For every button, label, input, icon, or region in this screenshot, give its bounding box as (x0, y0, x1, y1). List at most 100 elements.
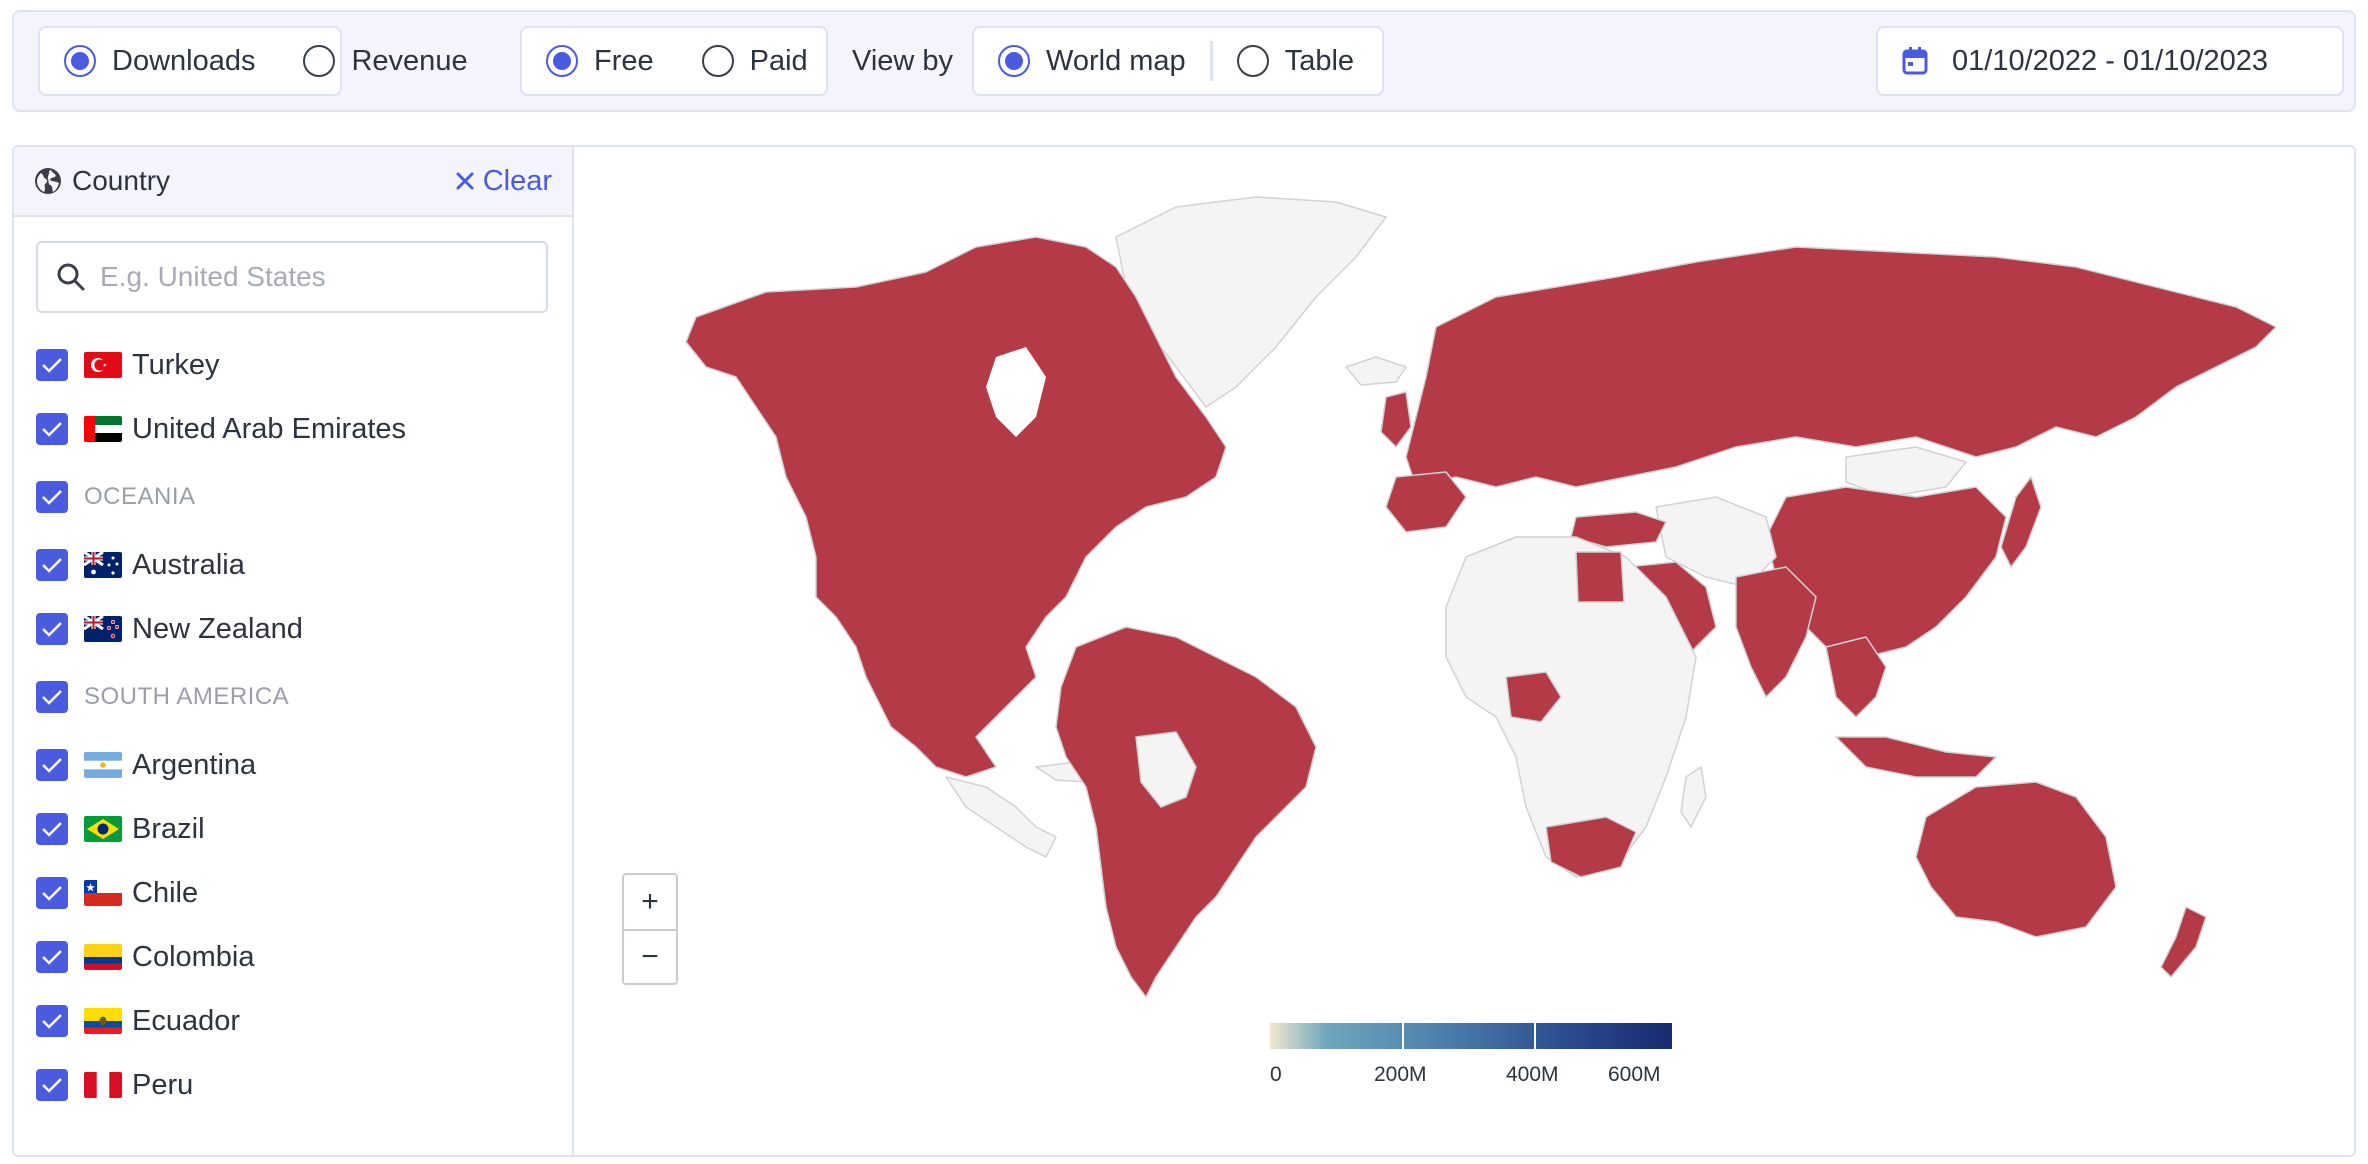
argentina-flag-icon (84, 752, 122, 778)
checkbox[interactable] (36, 1069, 68, 1101)
region-australia[interactable] (1915, 781, 2117, 938)
clear-button[interactable]: Clear (455, 165, 552, 198)
region-iberia[interactable] (1385, 471, 1467, 533)
list-item-new-zealand[interactable]: New Zealand (36, 597, 556, 661)
downloads-option[interactable]: Downloads (40, 28, 279, 94)
map-legend: 0 200M 400M 600M (1270, 1023, 1672, 1093)
checkbox[interactable] (36, 481, 68, 513)
region-nigeria[interactable] (1505, 671, 1562, 723)
country-label: New Zealand (132, 612, 303, 645)
world-map-option[interactable]: World map (974, 28, 1210, 94)
check-icon (42, 358, 62, 373)
date-range-picker[interactable]: 01/10/2022 - 01/10/2023 (1876, 26, 2344, 96)
region-central-america[interactable] (945, 776, 1057, 858)
group-label: OCEANIA (84, 483, 196, 510)
revenue-option[interactable]: Revenue (279, 28, 491, 94)
ecuador-flag-icon (84, 1008, 122, 1034)
check-icon (42, 886, 62, 901)
country-label: Chile (132, 876, 199, 909)
metric-toggle: Downloads Revenue (38, 26, 468, 96)
country-sidebar: Country Clear (14, 147, 574, 1155)
country-search[interactable] (36, 241, 548, 313)
free-radio[interactable] (546, 45, 578, 77)
region-south-america[interactable] (1055, 626, 1317, 998)
table-radio[interactable] (1236, 45, 1269, 77)
check-icon (42, 758, 62, 773)
country-filter-header: Country Clear (14, 147, 572, 217)
region-uk[interactable] (1380, 391, 1412, 448)
colombia-flag-icon (84, 944, 122, 970)
legend-label: 0 (1270, 1063, 1282, 1086)
list-item-australia[interactable]: Australia (36, 533, 556, 597)
checkbox[interactable] (36, 813, 68, 845)
search-input[interactable] (100, 261, 520, 293)
revenue-label: Revenue (351, 44, 468, 77)
table-option[interactable]: Table (1213, 28, 1378, 94)
world-map[interactable] (616, 177, 2316, 1007)
checkbox[interactable] (36, 1005, 68, 1037)
region-new-zealand[interactable] (2160, 906, 2207, 978)
list-item-turkey[interactable]: Turkey (36, 333, 556, 397)
checkbox[interactable] (36, 877, 68, 909)
check-icon (42, 950, 62, 965)
list-item-ecuador[interactable]: Ecuador (36, 989, 556, 1053)
country-filter-title: Country (72, 165, 171, 196)
list-item-brazil[interactable]: Brazil (36, 797, 556, 861)
region-north-america[interactable] (685, 236, 1227, 778)
downloads-radio[interactable] (64, 45, 96, 77)
table-label: Table (1284, 44, 1355, 77)
country-list: Turkey United Arab Emirates OCEANIA (36, 333, 556, 1117)
list-item-peru[interactable]: Peru (36, 1053, 556, 1117)
region-south-africa[interactable] (1545, 816, 1637, 878)
date-range-value: 01/10/2022 - 01/10/2023 (1952, 44, 2269, 77)
list-group-south-america[interactable]: SOUTH AMERICA (36, 661, 556, 733)
checkbox[interactable] (36, 413, 68, 445)
checkbox[interactable] (36, 613, 68, 645)
list-item-uae[interactable]: United Arab Emirates (36, 397, 556, 461)
check-icon (42, 1014, 62, 1029)
list-group-oceania[interactable]: OCEANIA (36, 461, 556, 533)
list-item-chile[interactable]: Chile (36, 861, 556, 925)
legend-tick (1402, 1023, 1404, 1049)
checkbox[interactable] (36, 349, 68, 381)
region-bolivia-paraguay[interactable] (1135, 731, 1197, 808)
filter-bar: Downloads Revenue Free Paid View by Worl… (12, 10, 2356, 112)
region-iceland[interactable] (1345, 356, 1407, 386)
legend-gradient (1270, 1023, 1672, 1049)
paid-option[interactable]: Paid (678, 28, 832, 94)
country-label: Argentina (132, 748, 257, 781)
free-option[interactable]: Free (522, 28, 678, 94)
legend-label: 600M (1608, 1063, 1661, 1086)
checkbox[interactable] (36, 941, 68, 973)
segment-divider (1209, 41, 1213, 81)
checkbox[interactable] (36, 749, 68, 781)
region-india[interactable] (1735, 566, 1817, 698)
region-japan[interactable] (2000, 476, 2042, 568)
region-indonesia[interactable] (1835, 736, 1997, 778)
world-map-radio[interactable] (998, 45, 1030, 77)
turkey-flag-icon (84, 352, 122, 378)
australia-flag-icon (84, 552, 122, 578)
zoom-in-button[interactable]: + (641, 885, 659, 918)
map-area: + − 0 200M 400M 600M (576, 147, 2354, 1155)
region-mongolia[interactable] (1845, 446, 1967, 498)
calendar-icon (1902, 47, 1928, 75)
country-label: Turkey (132, 348, 220, 381)
region-egypt[interactable] (1575, 551, 1625, 603)
legend-tick (1534, 1023, 1536, 1049)
revenue-radio[interactable] (303, 45, 336, 77)
checkbox[interactable] (36, 549, 68, 581)
check-icon (42, 1078, 62, 1093)
paid-radio[interactable] (701, 45, 734, 77)
list-item-colombia[interactable]: Colombia (36, 925, 556, 989)
region-hudson-bay (986, 347, 1046, 437)
list-item-argentina[interactable]: Argentina (36, 733, 556, 797)
checkbox[interactable] (36, 681, 68, 713)
zoom-out-button[interactable]: − (624, 929, 676, 983)
check-icon (42, 822, 62, 837)
region-madagascar[interactable] (1680, 766, 1707, 828)
view-by-label: View by (852, 44, 954, 77)
region-southeast-asia[interactable] (1825, 636, 1887, 718)
region-eurasia-north[interactable] (1405, 246, 2277, 488)
map-zoom-control: + − (622, 873, 678, 985)
